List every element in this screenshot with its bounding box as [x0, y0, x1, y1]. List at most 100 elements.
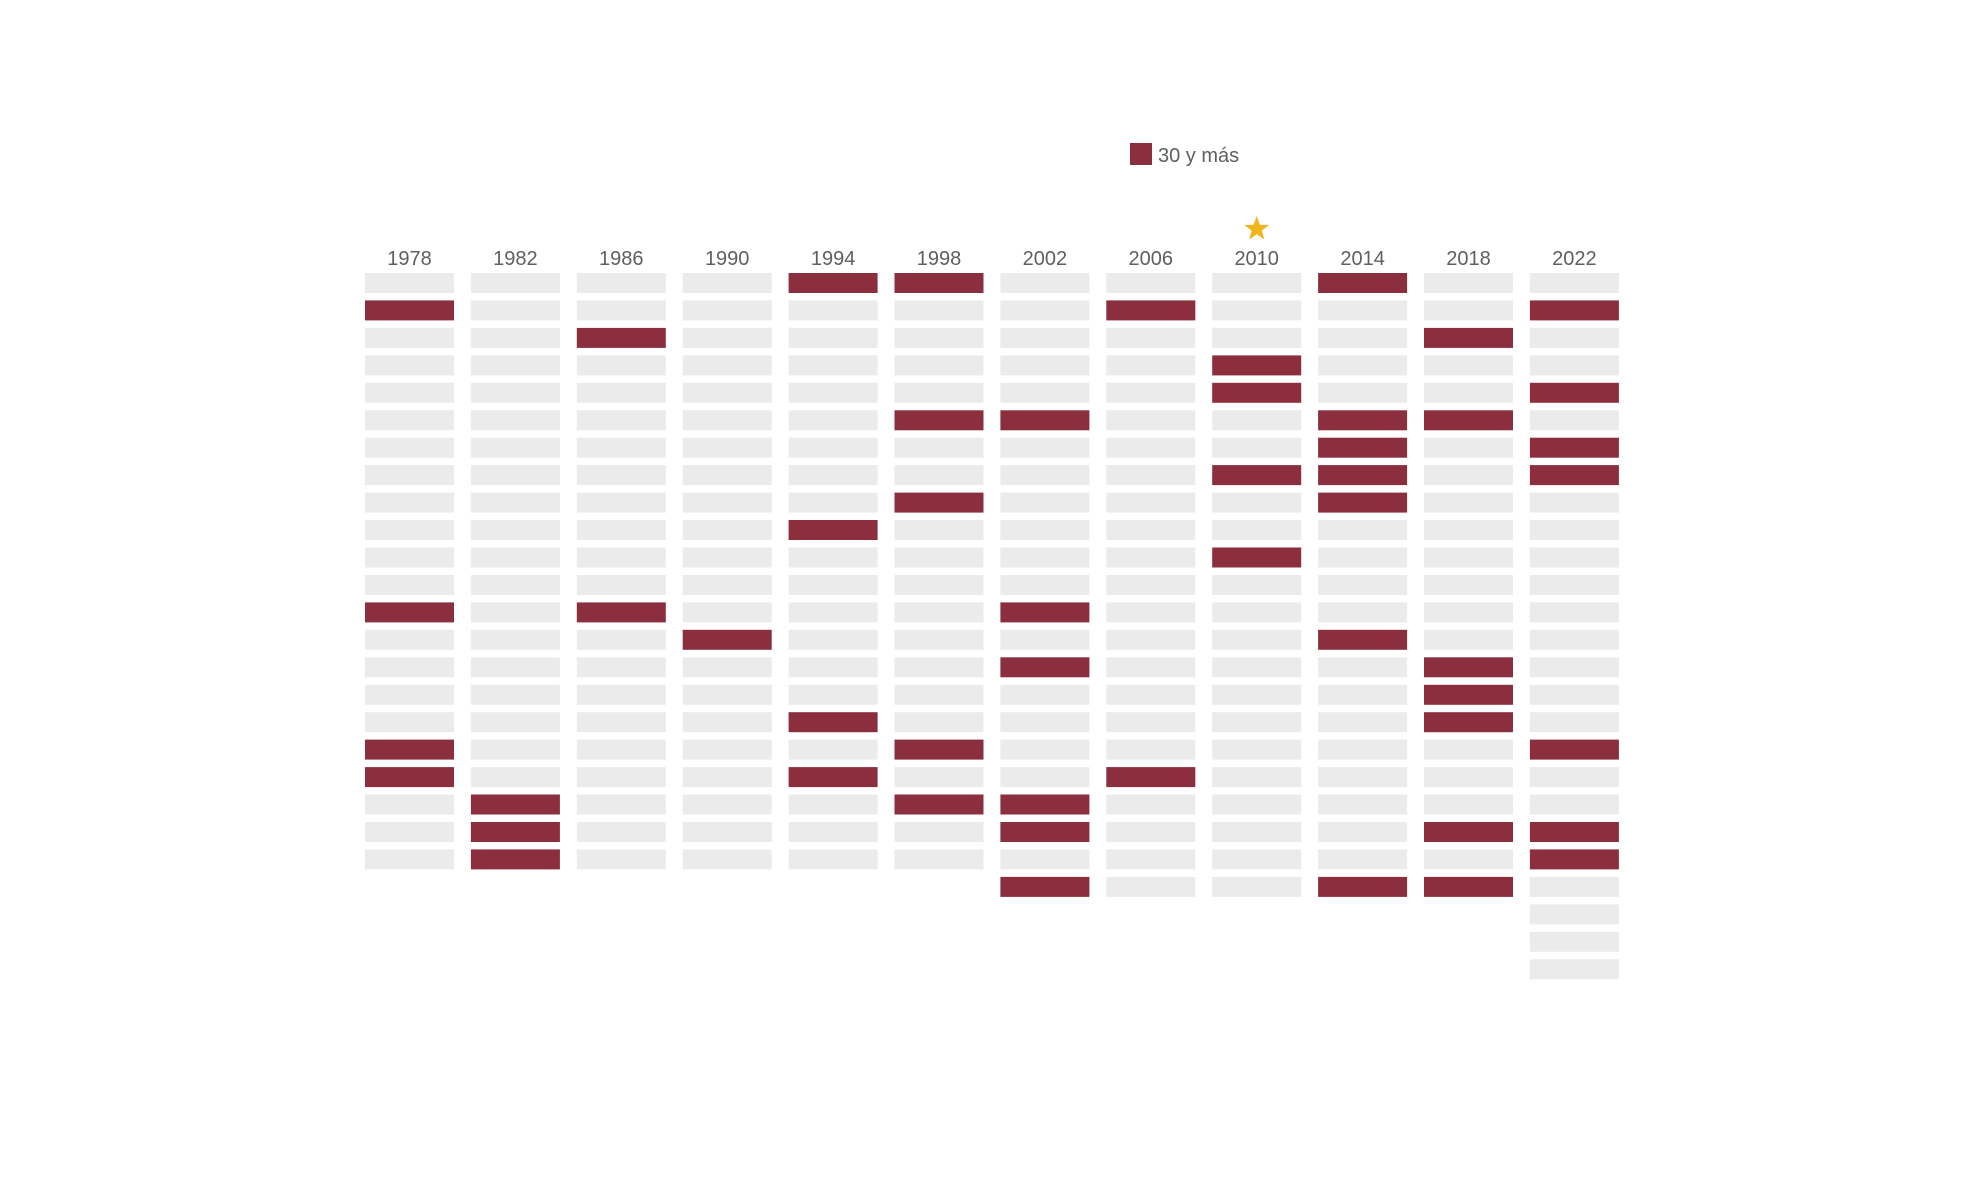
waffle-cell-highlighted — [576, 602, 666, 623]
waffle-cell — [1106, 684, 1196, 705]
legend-label: 30 y más — [1158, 145, 1239, 167]
waffle-cell — [1000, 492, 1090, 513]
legend: 30 y más — [1130, 143, 1239, 167]
waffle-cell — [1212, 794, 1302, 815]
waffle-cell — [1212, 520, 1302, 540]
waffle-cell — [1424, 602, 1513, 623]
waffle-cell — [1318, 602, 1408, 623]
waffle-cell-highlighted — [1529, 300, 1619, 321]
waffle-cell — [894, 767, 984, 788]
star-icon — [1244, 216, 1270, 240]
waffle-cell — [1318, 794, 1408, 815]
column-2006: 2006 — [1106, 248, 1196, 897]
waffle-cell — [682, 794, 772, 815]
year-label: 1986 — [599, 248, 644, 270]
waffle-cell — [470, 767, 560, 788]
waffle-cell — [1106, 739, 1196, 760]
waffle-cell — [788, 602, 878, 623]
waffle-cell — [365, 492, 454, 513]
waffle-cell-highlighted — [470, 849, 560, 870]
waffle-cell — [1106, 822, 1196, 842]
waffle-cell-highlighted — [1212, 355, 1302, 376]
waffle-cell — [1212, 300, 1302, 321]
waffle-cell — [576, 410, 666, 431]
waffle-cell — [1424, 355, 1513, 376]
waffle-cell — [1529, 575, 1619, 595]
waffle-cell — [1529, 520, 1619, 540]
waffle-cell-highlighted — [1424, 410, 1513, 431]
waffle-cell — [470, 684, 560, 705]
year-label: 1998 — [917, 248, 962, 270]
legend-swatch — [1130, 143, 1152, 165]
waffle-cell — [470, 437, 560, 458]
waffle-cell-highlighted — [365, 300, 454, 321]
waffle-cell-highlighted — [1424, 684, 1513, 705]
waffle-cell — [1529, 327, 1619, 348]
waffle-cell — [1212, 575, 1302, 595]
waffle-cell — [576, 382, 666, 403]
waffle-cell — [894, 575, 984, 595]
waffle-cell — [682, 410, 772, 431]
waffle-cell — [1318, 849, 1408, 870]
waffle-cell-highlighted — [1000, 602, 1090, 623]
waffle-cell — [470, 382, 560, 403]
waffle-cell — [365, 822, 454, 842]
waffle-cell-highlighted — [1106, 300, 1196, 321]
waffle-cell — [1529, 959, 1619, 980]
column-1982: 1982 — [470, 248, 560, 870]
waffle-cell-highlighted — [1212, 465, 1302, 486]
waffle-cell — [1318, 382, 1408, 403]
waffle-cell — [788, 465, 878, 486]
waffle-cell — [1318, 657, 1408, 678]
waffle-cell-highlighted — [1529, 382, 1619, 403]
waffle-cell — [1106, 327, 1196, 348]
waffle-cell — [576, 739, 666, 760]
waffle-cell — [1424, 739, 1513, 760]
waffle-cell — [1424, 300, 1513, 321]
year-label: 2006 — [1129, 248, 1174, 270]
waffle-cell — [1212, 657, 1302, 678]
waffle-cell — [1212, 492, 1302, 513]
waffle-cell — [682, 767, 772, 788]
column-1990: 1990 — [682, 248, 772, 870]
waffle-cell — [1106, 520, 1196, 540]
waffle-cell — [1000, 520, 1090, 540]
waffle-cell — [576, 822, 666, 842]
waffle-cell — [1212, 849, 1302, 870]
waffle-cell-highlighted — [1000, 794, 1090, 815]
waffle-cell — [1318, 575, 1408, 595]
column-2010: 2010 — [1212, 216, 1302, 897]
waffle-cell — [1318, 520, 1408, 540]
waffle-cell — [1318, 684, 1408, 705]
waffle-cell-highlighted — [788, 712, 878, 733]
waffle-cell — [576, 437, 666, 458]
waffle-cell-highlighted — [1424, 822, 1513, 842]
waffle-cell — [894, 629, 984, 650]
waffle-cell — [1318, 712, 1408, 733]
waffle-cell — [1529, 904, 1619, 925]
waffle-cell — [576, 657, 666, 678]
waffle-cell-highlighted — [788, 767, 878, 788]
waffle-cell — [894, 437, 984, 458]
waffle-cell — [1424, 629, 1513, 650]
waffle-cell-highlighted — [894, 410, 984, 431]
waffle-cell — [682, 547, 772, 568]
column-1978: 1978 — [365, 248, 454, 870]
waffle-cell — [365, 547, 454, 568]
waffle-cell — [682, 437, 772, 458]
waffle-cell — [1529, 410, 1619, 431]
waffle-cell — [1000, 300, 1090, 321]
waffle-cell — [788, 437, 878, 458]
waffle-cell — [576, 629, 666, 650]
waffle-cell — [576, 712, 666, 733]
waffle-cell — [365, 657, 454, 678]
waffle-cell — [1000, 684, 1090, 705]
waffle-cell — [1000, 629, 1090, 650]
year-label: 2022 — [1552, 248, 1597, 270]
waffle-cell — [788, 849, 878, 870]
waffle-cell — [1212, 739, 1302, 760]
waffle-cell — [1212, 767, 1302, 788]
waffle-cell — [788, 822, 878, 842]
waffle-cell — [1000, 465, 1090, 486]
waffle-cell — [788, 382, 878, 403]
